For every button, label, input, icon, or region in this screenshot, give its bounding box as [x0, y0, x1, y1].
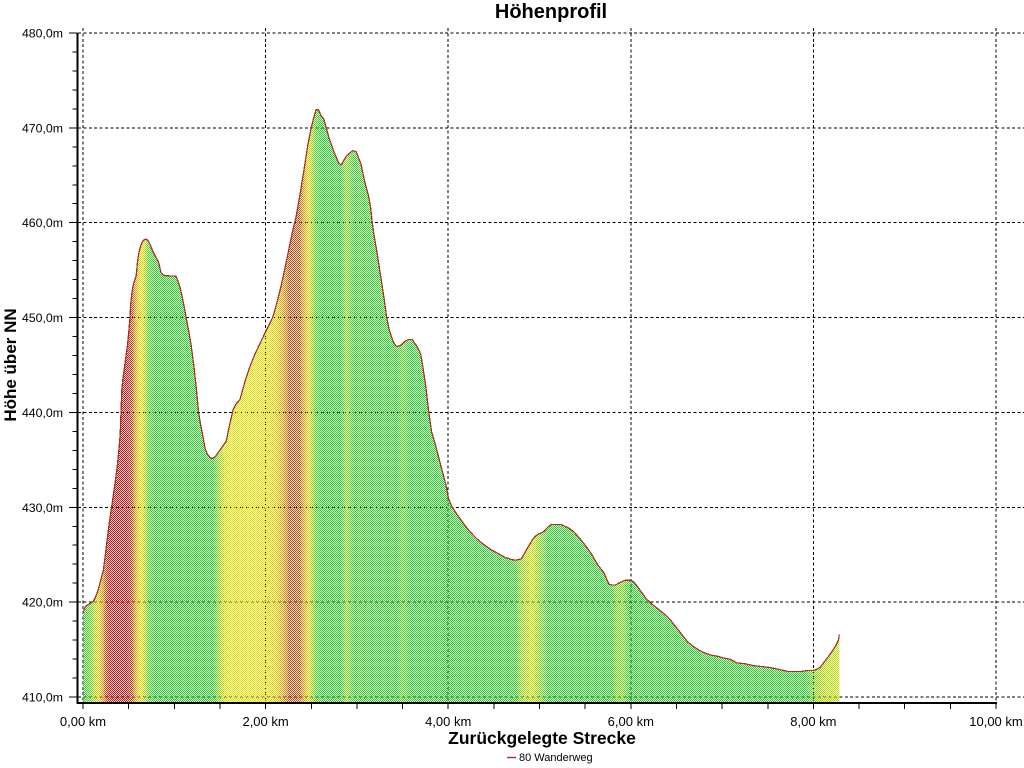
svg-text:430,0m: 430,0m — [22, 501, 63, 515]
svg-text:4,00 km: 4,00 km — [425, 714, 471, 729]
svg-text:80 Wanderweg: 80 Wanderweg — [519, 752, 593, 764]
svg-text:410,0m: 410,0m — [22, 691, 63, 705]
svg-text:Höhe über NN: Höhe über NN — [1, 308, 20, 421]
svg-text:6,00 km: 6,00 km — [608, 714, 654, 729]
svg-text:480,0m: 480,0m — [22, 27, 63, 41]
svg-text:420,0m: 420,0m — [22, 596, 63, 610]
svg-text:2,00 km: 2,00 km — [242, 714, 288, 729]
svg-text:460,0m: 460,0m — [22, 216, 63, 230]
svg-text:450,0m: 450,0m — [22, 311, 63, 325]
svg-text:8,00 km: 8,00 km — [790, 714, 836, 729]
svg-text:440,0m: 440,0m — [22, 406, 63, 420]
svg-text:10,00 km: 10,00 km — [969, 714, 1022, 729]
svg-text:0,00 km: 0,00 km — [60, 714, 106, 729]
svg-text:Höhenprofil: Höhenprofil — [495, 1, 607, 23]
svg-text:Zurückgelegte Strecke: Zurückgelegte Strecke — [448, 728, 636, 748]
svg-text:470,0m: 470,0m — [22, 121, 63, 135]
